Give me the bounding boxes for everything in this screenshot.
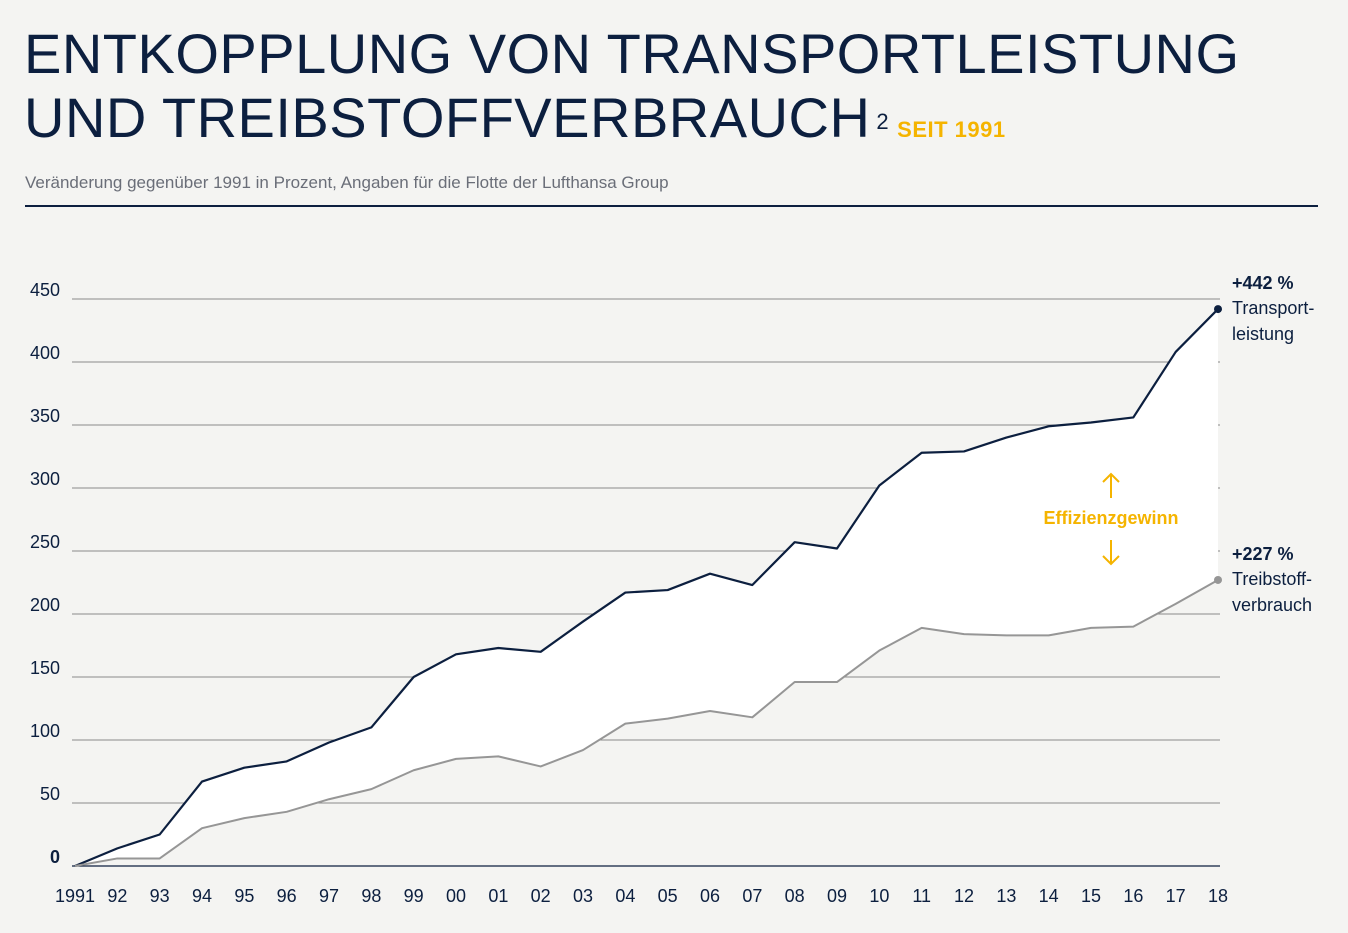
x-tick-label: 97 <box>319 886 339 906</box>
series-line-1 <box>74 579 1219 867</box>
x-tick-label: 09 <box>827 886 847 906</box>
y-tick-label: 150 <box>30 658 60 678</box>
x-tick-label: 95 <box>234 886 254 906</box>
since-label: SEIT 1991 <box>897 117 1006 142</box>
arrow-down-icon <box>1102 540 1120 566</box>
x-tick-label: 17 <box>1166 886 1186 906</box>
divider <box>25 205 1318 207</box>
y-tick-label: 450 <box>30 280 60 300</box>
y-tick-label: 200 <box>30 595 60 615</box>
x-tick-label: 98 <box>361 886 381 906</box>
y-tick-label: 100 <box>30 721 60 741</box>
footnote-marker: 2 <box>876 109 890 134</box>
title-line-2: UND TREIBSTOFFVERBRAUCH <box>24 86 871 149</box>
title-line-1: ENTKOPPLUNG VON TRANSPORTLEISTUNG <box>24 22 1240 85</box>
x-tick-label: 01 <box>488 886 508 906</box>
subtitle: Veränderung gegenüber 1991 in Prozent, A… <box>25 173 669 192</box>
x-tick-label: 11 <box>912 886 931 906</box>
x-tick-label: 93 <box>150 886 170 906</box>
y-tick-label: 350 <box>30 406 60 426</box>
x-tick-label: 99 <box>404 886 424 906</box>
series-label: leistung <box>1232 324 1294 344</box>
x-tick-label: 08 <box>785 886 805 906</box>
y-tick-label: 0 <box>50 847 60 867</box>
end-value-label: +442 % <box>1232 273 1294 293</box>
x-tick-label: 10 <box>869 886 889 906</box>
x-tick-label: 92 <box>107 886 127 906</box>
end-point-marker <box>1214 305 1222 314</box>
efficiency-gap-area <box>75 309 1218 867</box>
x-tick-label: 13 <box>996 886 1016 906</box>
annotation-label: Effizienzgewinn <box>1044 508 1179 528</box>
x-tick-label: 94 <box>192 886 212 906</box>
series-line-0 <box>74 308 1219 868</box>
x-tick-label: 15 <box>1081 886 1101 906</box>
y-tick-label: 300 <box>30 469 60 489</box>
x-tick-label: 96 <box>277 886 297 906</box>
y-tick-label: 250 <box>30 532 60 552</box>
x-tick-label: 18 <box>1208 886 1228 906</box>
series-label: Transport- <box>1232 298 1314 318</box>
x-tick-label: 02 <box>531 886 551 906</box>
end-value-label: +227 % <box>1232 544 1294 564</box>
x-tick-label: 1991 <box>55 886 95 906</box>
page-title: ENTKOPPLUNG VON TRANSPORTLEISTUNG UND TR… <box>24 22 1240 162</box>
x-tick-label: 14 <box>1039 886 1059 906</box>
arrow-up-icon <box>1102 472 1120 498</box>
x-tick-label: 04 <box>615 886 635 906</box>
x-tick-label: 00 <box>446 886 466 906</box>
y-tick-label: 400 <box>30 343 60 363</box>
end-point-marker <box>1214 575 1222 584</box>
x-tick-label: 05 <box>658 886 678 906</box>
y-tick-label: 50 <box>40 784 60 804</box>
x-tick-label: 06 <box>700 886 720 906</box>
x-tick-label: 16 <box>1123 886 1143 906</box>
series-label: verbrauch <box>1232 595 1312 615</box>
series-label: Treibstoff- <box>1232 569 1312 589</box>
x-tick-label: 07 <box>742 886 762 906</box>
x-tick-label: 03 <box>573 886 593 906</box>
x-tick-label: 12 <box>954 886 974 906</box>
